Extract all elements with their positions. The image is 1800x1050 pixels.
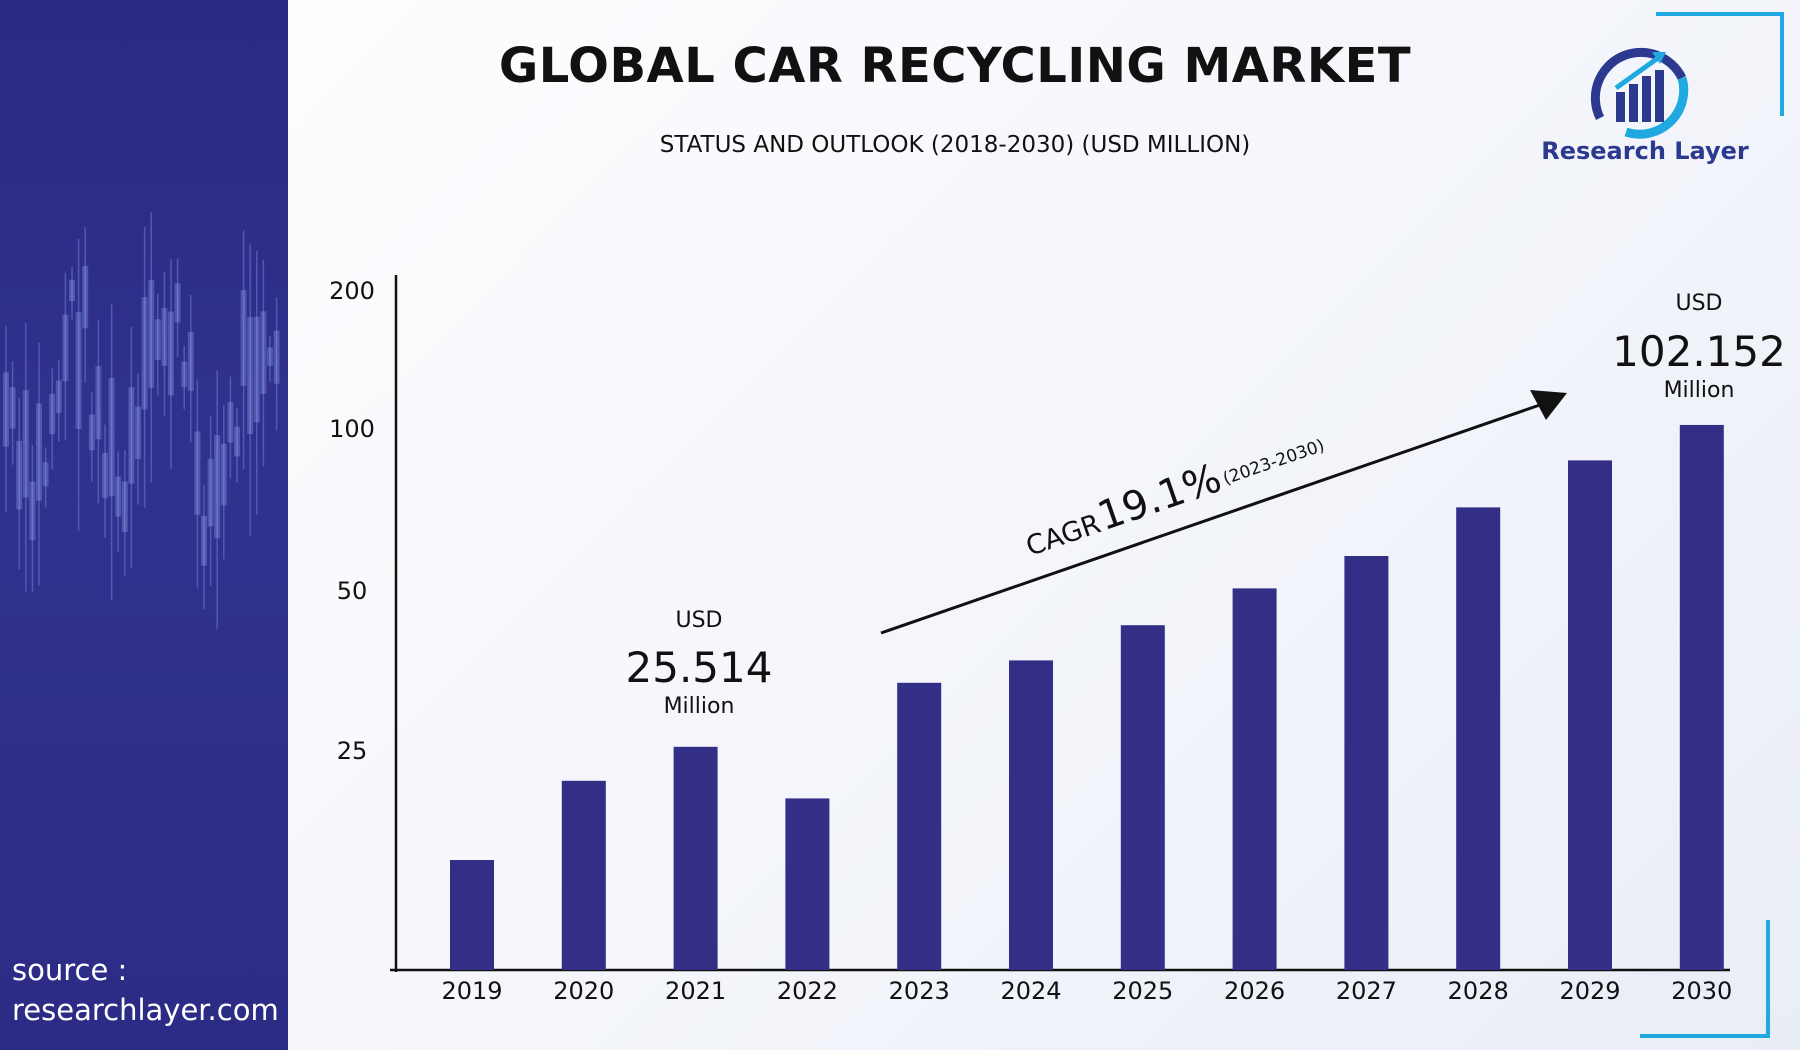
cagr-trend-arrow-line [880, 396, 1561, 635]
x-label-2025: 2025 [1112, 977, 1173, 1005]
candle-body [154, 319, 161, 360]
x-label-2019: 2019 [441, 977, 502, 1005]
bar-2021 [673, 746, 718, 970]
candle-body [253, 316, 260, 423]
candle-body [273, 330, 280, 384]
candle-body [55, 380, 62, 413]
y-tick-label: 25 [337, 737, 368, 765]
bar-2025 [1120, 625, 1165, 970]
candle-body [174, 283, 181, 323]
candle-body [260, 311, 267, 394]
bar-2028 [1456, 507, 1501, 970]
cagr-prefix: CAGR [1022, 508, 1104, 562]
candle-body [194, 431, 201, 515]
bar-2024 [1009, 660, 1053, 970]
candle-body [108, 377, 115, 497]
annotation-2021-value: 25.514 [626, 643, 773, 692]
bar-2022 [785, 798, 830, 970]
candle-body [22, 390, 29, 498]
candle-body [148, 279, 155, 388]
candle-body [267, 347, 273, 366]
candle-body [49, 393, 56, 435]
candle-body [240, 290, 247, 386]
x-label-2027: 2027 [1336, 977, 1397, 1005]
candle-body [29, 481, 36, 541]
y-tick-label: 100 [329, 415, 375, 443]
y-axis-ticks: 25 50 100 200 [329, 277, 375, 765]
candle-body [234, 426, 240, 457]
candle-body [227, 402, 234, 443]
source-label: source : [12, 953, 128, 987]
candle-body [95, 366, 102, 440]
top-right-frame-line [1656, 12, 1784, 116]
x-label-2026: 2026 [1224, 977, 1285, 1005]
candle-body [168, 311, 174, 396]
annotation-2030-value: 102.152 [1612, 327, 1786, 376]
y-tick-label: 200 [329, 277, 375, 305]
bar-2030 [1679, 424, 1724, 970]
source-url: researchlayer.com [12, 993, 279, 1027]
annotation-2021-unit: Million [664, 694, 735, 719]
bar-2019 [450, 860, 494, 970]
x-label-2029: 2029 [1559, 977, 1620, 1005]
candle-body [102, 452, 108, 499]
candle-body [62, 314, 69, 382]
candle-body [75, 312, 82, 430]
cagr-period: (2023-2030) [1220, 436, 1327, 489]
chart-title: GLOBAL CAR RECYCLING MARKET [498, 38, 1412, 94]
x-label-2030: 2030 [1671, 977, 1732, 1005]
bar-2029 [1568, 460, 1612, 970]
annotation-2030-usd: USD [1675, 291, 1722, 316]
stock-chart-background [3, 212, 280, 629]
side-panel: source : researchlayer.com [0, 0, 288, 1050]
x-label-2020: 2020 [553, 977, 614, 1005]
candle-body [135, 406, 141, 459]
y-tick-label: 50 [337, 577, 368, 605]
candle-body [161, 307, 168, 366]
candle-body [181, 361, 188, 388]
candle-body [69, 279, 75, 302]
candle-body [128, 387, 135, 484]
candle-body [36, 403, 42, 501]
candle-body [187, 331, 194, 391]
candle-body [16, 440, 23, 510]
bar-2027 [1344, 555, 1389, 970]
annotation-2030-unit: Million [1664, 378, 1735, 403]
cagr-arrow-head-icon [1530, 390, 1567, 420]
chart-subtitle: STATUS AND OUTLOOK (2018-2030) (USD MILL… [659, 132, 1251, 158]
candle-body [121, 481, 128, 532]
x-axis-labels: 2019 2020 2021 2022 2023 2024 2025 2026 2027 2028… [441, 977, 1732, 1005]
x-label-2021: 2021 [665, 977, 726, 1005]
x-label-2022: 2022 [777, 977, 838, 1005]
logo-text: Research Layer [1541, 137, 1749, 165]
candle-body [207, 458, 214, 527]
bar-2020 [561, 780, 606, 970]
x-label-2028: 2028 [1448, 977, 1509, 1005]
candle-body [82, 266, 89, 329]
bottom-right-frame-line [1640, 920, 1770, 1038]
candle-body [141, 297, 148, 410]
x-label-2024: 2024 [1000, 977, 1061, 1005]
candle-body [3, 372, 9, 447]
bar-2026 [1232, 588, 1277, 970]
candle-body [88, 414, 95, 451]
bar-2023 [897, 682, 942, 970]
candlestick-decoration [3, 212, 280, 629]
bars [450, 424, 1724, 970]
candle-body [9, 387, 16, 429]
candle-body [214, 435, 221, 539]
x-label-2023: 2023 [889, 977, 950, 1005]
candle-body [220, 443, 227, 506]
candle-body [247, 317, 254, 434]
candle-body [115, 476, 122, 517]
bar-chart-logo-icon [1590, 47, 1689, 139]
candle-body [201, 515, 207, 566]
candle-body [42, 462, 49, 487]
cagr-value: 19.1% [1092, 455, 1227, 540]
annotation-2021-usd: USD [675, 608, 722, 633]
